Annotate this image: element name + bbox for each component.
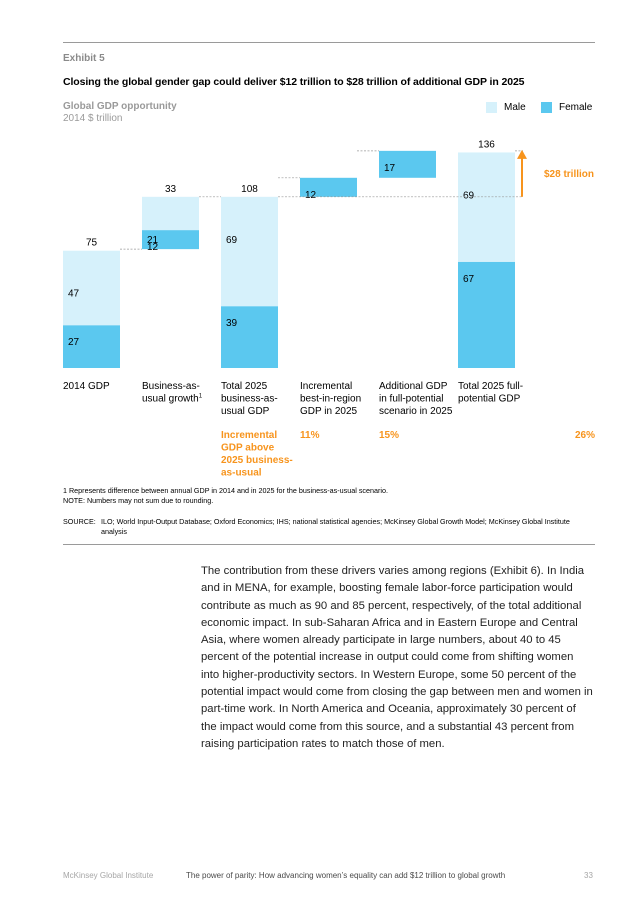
category-label-4-line-2: scenario in 2025 (379, 406, 453, 417)
legend-swatch-male (486, 102, 497, 113)
legend-swatch-female (541, 102, 552, 113)
bar-label-female-0: 27 (68, 337, 80, 348)
bar-male-2 (221, 196, 278, 307)
chart-title: Global GDP opportunity (63, 101, 177, 112)
footer-publisher: McKinsey Global Institute (63, 871, 154, 880)
bar-total-5: 136 (478, 139, 495, 150)
footnote-1: 1 Represents difference between annual G… (63, 486, 388, 495)
exhibit-title: Closing the global gender gap could deli… (63, 76, 525, 88)
incremental-value-1: 15% (379, 430, 399, 441)
category-label-3-line-2: GDP in 2025 (300, 406, 358, 417)
category-label-2-line-1: business-as- (221, 394, 278, 405)
bar-female-4 (379, 150, 436, 178)
bar-label-male-1: 21 (147, 235, 159, 246)
legend-label-male: Male (504, 102, 526, 113)
chart-unit: 2014 $ trillion (63, 113, 123, 124)
category-footnote-marker: 1 (199, 394, 203, 400)
bar-female-5 (458, 261, 515, 368)
incremental-label-line-0: Incremental (221, 430, 277, 441)
bar-female-1 (142, 230, 199, 250)
annotation-arrow-head (517, 149, 527, 159)
bottom-rule (63, 544, 595, 545)
category-label-4-line-1: in full-potential (379, 394, 443, 405)
bar-label-female-1: 12 (147, 242, 159, 253)
category-label-2-line-0: Total 2025 (221, 381, 268, 392)
annotation-28-trillion: $28 trillion (544, 169, 594, 180)
source-text: ILO; World Input-Output Database; Oxford… (101, 517, 570, 536)
category-label-3-line-0: Incremental (300, 381, 352, 392)
footer-report-title: The power of parity: How advancing women… (186, 871, 506, 880)
bar-label-female-2: 39 (226, 318, 238, 329)
category-label-2-line-2: usual GDP (221, 406, 270, 417)
incremental-label-line-3: as-usual (221, 468, 262, 479)
category-label-0-line-0: 2014 GDP (63, 381, 110, 392)
bar-total-1: 33 (165, 184, 177, 195)
category-label-5-line-1: potential GDP (458, 394, 521, 405)
bar-label-male-2: 69 (226, 235, 238, 246)
incremental-label-line-2: 2025 business- (221, 455, 293, 466)
legend-label-female: Female (559, 102, 593, 113)
bar-label-female-3: 12 (305, 190, 317, 201)
source-label: SOURCE: (63, 517, 96, 526)
category-label-1-line-0: Business-as- (142, 381, 200, 392)
body-paragraph: The contribution from these drivers vari… (201, 565, 593, 750)
category-label-5-line-0: Total 2025 full- (458, 381, 523, 392)
bar-label-male-0: 47 (68, 289, 80, 300)
exhibit-label: Exhibit 5 (63, 53, 105, 64)
bar-male-1 (142, 196, 199, 231)
bar-female-3 (300, 177, 357, 197)
bar-female-0 (63, 325, 120, 368)
bar-total-0: 75 (86, 238, 98, 249)
incremental-label-line-1: GDP above (221, 443, 275, 454)
category-label-4-line-0: Additional GDP (379, 381, 448, 392)
bar-female-2 (221, 306, 278, 368)
bar-male-5 (458, 152, 515, 262)
top-rule (63, 42, 595, 43)
bar-label-female-4: 17 (384, 163, 396, 174)
footnote-note: NOTE: Numbers may not sum due to roundin… (63, 496, 214, 505)
bar-total-2: 108 (241, 184, 258, 195)
category-label-3-line-1: best-in-region (300, 394, 361, 405)
bar-label-female-5: 67 (463, 274, 475, 285)
category-label-1-line-1: usual growth1 (142, 394, 203, 405)
footer-page-number: 33 (584, 871, 593, 880)
bar-label-male-5: 69 (463, 190, 475, 201)
incremental-value-0: 11% (300, 430, 320, 441)
incremental-value-2: 26% (575, 430, 595, 441)
bar-male-0 (63, 250, 120, 326)
